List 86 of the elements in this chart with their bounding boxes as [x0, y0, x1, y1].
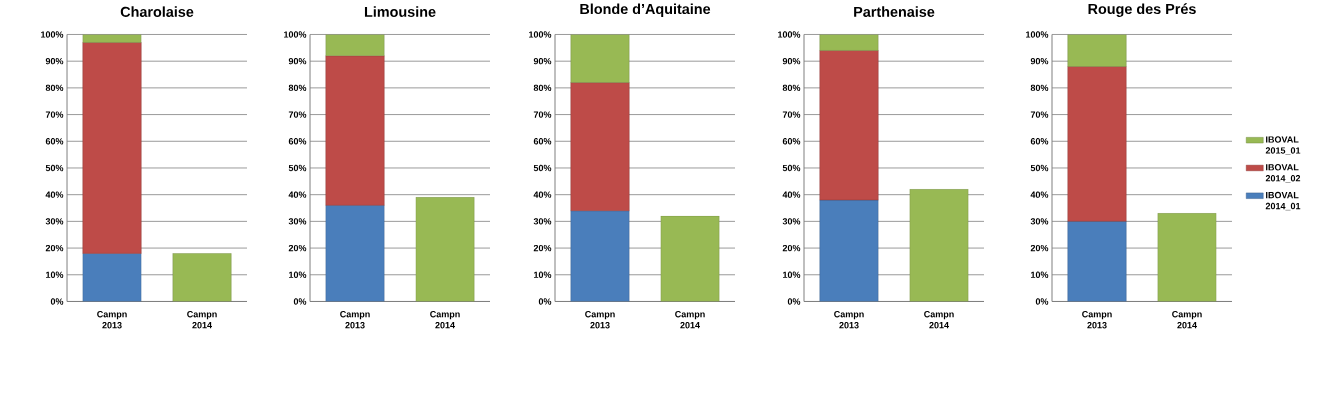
y-tick-label: 70% [533, 111, 552, 118]
y-tick-label: 0% [50, 298, 64, 305]
x-tick-label: Campn 2014 [430, 310, 460, 329]
y-tick-label: 40% [45, 191, 64, 198]
y-tick-label: 70% [288, 111, 307, 118]
bar [415, 196, 475, 302]
bar [1157, 212, 1217, 302]
y-tick-label: 50% [45, 164, 64, 171]
y-tick-label: 0% [1035, 298, 1049, 305]
bar [325, 55, 385, 206]
y-tick-label: 20% [45, 244, 64, 252]
y-tick-label: 20% [288, 244, 307, 252]
y-tick-label: 80% [288, 84, 307, 91]
y-tick-label: 90% [288, 57, 307, 65]
y-tick-label: 20% [1030, 244, 1049, 252]
y-tick-label: 50% [1030, 164, 1049, 171]
chart-title: Parthenaise [854, 6, 935, 17]
y-tick-label: 0% [538, 298, 552, 305]
x-tick-label: Campn 2013 [834, 310, 864, 329]
legend-label: IBOVAL 2015_01 [1265, 136, 1301, 155]
x-tick-label: Campn 2014 [187, 310, 217, 329]
bar [1067, 34, 1127, 67]
y-tick-label: 90% [45, 57, 64, 65]
y-tick-label: 60% [1030, 137, 1049, 145]
x-tick-label: Campn 2014 [1172, 310, 1202, 329]
y-tick-label: 30% [45, 217, 64, 225]
y-tick-label: 80% [45, 84, 64, 91]
y-tick-label: 0% [293, 298, 307, 305]
y-tick-label: 10% [46, 271, 64, 278]
y-tick-label: 80% [1030, 84, 1049, 91]
y-tick-label: 80% [533, 84, 552, 91]
bar [570, 82, 630, 211]
y-tick-label: 10% [289, 271, 307, 278]
chart-title: Blonde d’Aquitaine [580, 3, 711, 17]
x-tick-label: Campn 2014 [675, 310, 705, 329]
y-tick-label: 70% [1030, 111, 1049, 118]
x-tick-label: Campn 2013 [1082, 310, 1112, 329]
y-tick-label: 30% [1030, 217, 1049, 225]
x-tick-label: Campn 2014 [924, 310, 954, 329]
y-tick-label: 50% [533, 164, 552, 171]
y-tick-label: 20% [782, 244, 801, 252]
bar [1067, 220, 1127, 302]
y-tick-label: 40% [288, 191, 307, 198]
y-tick-label: 100% [284, 31, 307, 38]
x-tick-label: Campn 2013 [585, 310, 615, 329]
bar [660, 215, 720, 302]
bar [909, 188, 969, 302]
y-tick-label: 100% [778, 31, 801, 38]
y-tick-label: 40% [533, 191, 552, 198]
y-tick-label: 20% [533, 244, 552, 252]
y-tick-label: 10% [1031, 271, 1049, 278]
bar [82, 34, 142, 43]
x-tick-label: Campn 2013 [97, 310, 127, 329]
y-tick-label: 50% [782, 164, 801, 171]
x-tick-label: Campn 2013 [340, 310, 370, 329]
legend-label: IBOVAL 2014_02 [1265, 163, 1301, 183]
y-tick-label: 30% [288, 217, 307, 225]
y-tick-label: 60% [533, 137, 552, 145]
y-tick-label: 40% [1030, 191, 1049, 198]
y-tick-label: 100% [529, 31, 552, 38]
y-tick-label: 70% [782, 111, 801, 118]
y-tick-label: 60% [288, 137, 307, 145]
y-tick-label: 30% [533, 217, 552, 225]
y-tick-label: 60% [45, 137, 64, 145]
bar [819, 50, 879, 200]
y-tick-label: 100% [1026, 31, 1049, 38]
y-tick-label: 50% [288, 164, 307, 171]
y-tick-label: 60% [782, 137, 801, 145]
y-tick-label: 90% [782, 57, 801, 65]
y-tick-label: 0% [787, 298, 801, 305]
legend-label: IBOVAL 2014_01 [1265, 191, 1301, 211]
chart-title: Rouge des Prés [1088, 3, 1196, 17]
bar [82, 252, 142, 302]
y-tick-label: 10% [783, 271, 801, 278]
y-tick-label: 90% [533, 57, 552, 65]
chart-title: Limousine [364, 6, 436, 17]
bar [82, 42, 142, 254]
y-tick-label: 10% [534, 271, 552, 278]
y-tick-label: 70% [45, 111, 64, 118]
bar [1067, 66, 1127, 222]
y-tick-label: 40% [782, 191, 801, 198]
y-tick-label: 90% [1030, 57, 1049, 65]
y-tick-label: 80% [782, 84, 801, 91]
y-tick-label: 100% [41, 31, 64, 38]
y-tick-label: 30% [782, 217, 801, 225]
chart-title: Charolaise [120, 6, 194, 17]
